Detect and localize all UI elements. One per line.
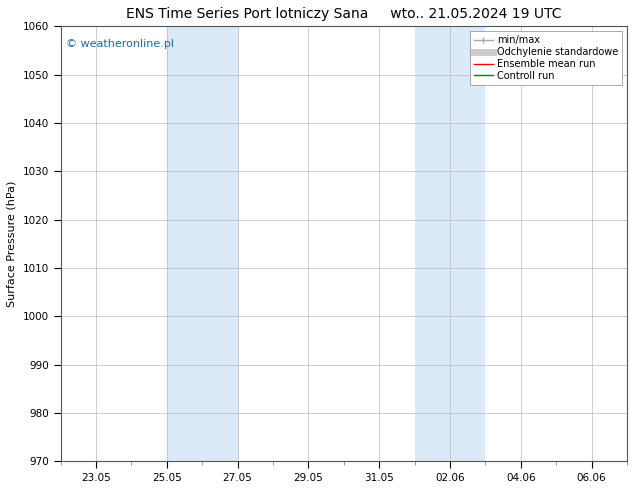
Legend: min/max, Odchylenie standardowe, Ensemble mean run, Controll run: min/max, Odchylenie standardowe, Ensembl… [470,31,622,85]
Text: © weatheronline.pl: © weatheronline.pl [66,39,174,49]
Title: ENS Time Series Port lotniczy Sana     wto.. 21.05.2024 19 UTC: ENS Time Series Port lotniczy Sana wto..… [126,7,562,21]
Bar [167,26,238,461]
Bar [415,26,486,461]
Y-axis label: Surface Pressure (hPa): Surface Pressure (hPa) [7,181,17,307]
